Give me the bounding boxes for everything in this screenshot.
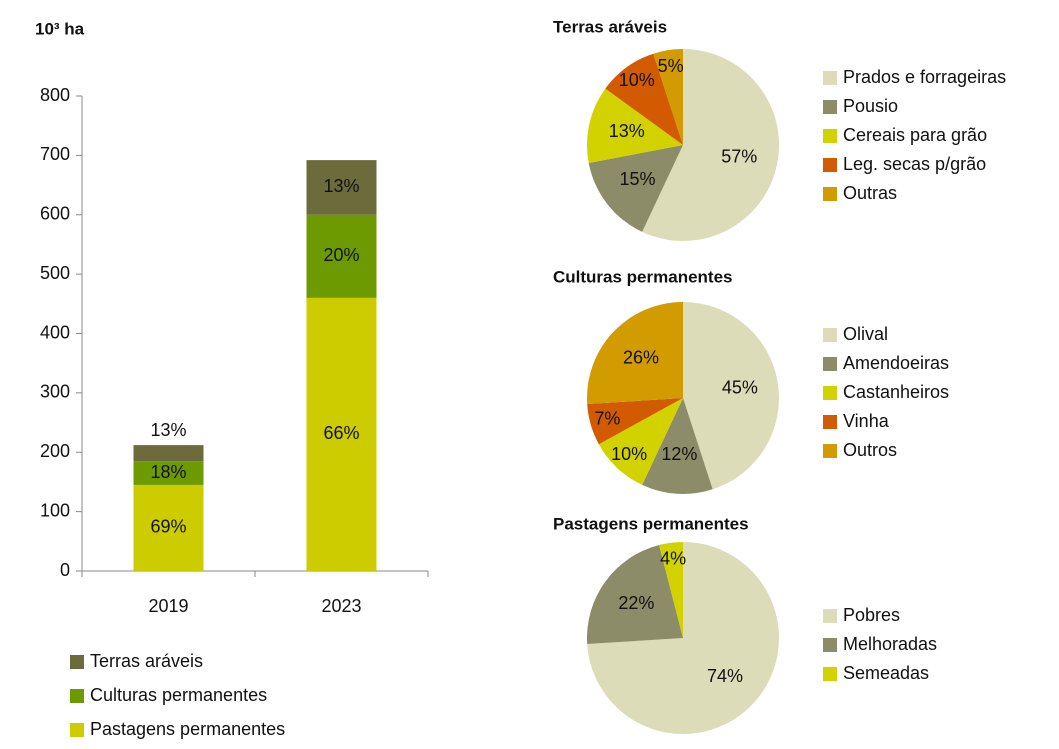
pie-slice xyxy=(605,53,683,145)
legend-swatch xyxy=(823,638,837,652)
bar-segment xyxy=(133,484,204,571)
pie-slice xyxy=(588,145,683,232)
data-label: 66% xyxy=(323,423,359,443)
y-tick-label: 0 xyxy=(60,560,70,580)
legend-swatch xyxy=(823,444,837,458)
bar-segment xyxy=(306,214,377,298)
data-label: 57% xyxy=(721,146,757,166)
pie-slice xyxy=(598,398,683,485)
pie-slice xyxy=(659,542,683,638)
data-label: 13% xyxy=(323,176,359,196)
pie-slice xyxy=(683,302,780,490)
data-label: 10% xyxy=(619,70,655,90)
legend-label: Melhoradas xyxy=(843,634,937,654)
legend-swatch xyxy=(823,415,837,429)
x-tick-label: 2023 xyxy=(321,596,361,616)
pie-slice xyxy=(642,398,713,494)
legend-label: Castanheiros xyxy=(843,382,949,402)
legend-label: Semeadas xyxy=(843,663,929,683)
legend-swatch xyxy=(823,71,837,85)
pie-slice xyxy=(653,49,683,145)
legend-label: Outras xyxy=(843,183,897,203)
data-label: 18% xyxy=(150,462,186,482)
data-label: 7% xyxy=(594,409,620,429)
data-label: 5% xyxy=(658,56,684,76)
y-axis-label: 10³ ha xyxy=(35,19,85,38)
bar-segment xyxy=(133,445,204,462)
legend-swatch xyxy=(823,357,837,371)
y-tick-label: 600 xyxy=(40,204,70,224)
data-label: 22% xyxy=(618,593,654,613)
bar-segment xyxy=(306,160,377,215)
legend-swatch xyxy=(70,655,84,669)
data-label: 69% xyxy=(150,517,186,537)
legend-label: Pobres xyxy=(843,605,900,625)
x-tick-label: 2019 xyxy=(148,596,188,616)
pie-slice xyxy=(587,542,779,735)
legend-swatch xyxy=(823,129,837,143)
data-label: 26% xyxy=(623,347,659,367)
pie-title: Pastagens permanentes xyxy=(553,514,749,533)
data-label: 20% xyxy=(323,245,359,265)
pie-slice xyxy=(587,545,683,645)
legend-label: Pousio xyxy=(843,96,898,116)
legend-swatch xyxy=(823,158,837,172)
data-label: 13% xyxy=(150,420,186,440)
data-label: 15% xyxy=(619,169,655,189)
legend-swatch xyxy=(823,100,837,114)
bar-segment xyxy=(133,461,204,485)
legend-swatch xyxy=(70,689,84,703)
y-tick-label: 100 xyxy=(40,500,70,520)
pie-title: Culturas permanentes xyxy=(553,267,733,286)
pie-slice xyxy=(642,49,779,242)
legend-label: Vinha xyxy=(843,411,890,431)
y-tick-label: 400 xyxy=(40,322,70,342)
data-label: 13% xyxy=(609,121,645,141)
legend-label: Pastagens permanentes xyxy=(90,719,285,739)
legend-swatch xyxy=(823,328,837,342)
data-label: 45% xyxy=(722,378,758,398)
pie-slice xyxy=(587,302,683,405)
bar-segment xyxy=(306,297,377,571)
legend-label: Terras aráveis xyxy=(90,651,203,671)
pie-slice xyxy=(587,88,683,163)
pie-title: Terras aráveis xyxy=(553,17,667,36)
y-tick-label: 200 xyxy=(40,441,70,461)
legend-swatch xyxy=(823,187,837,201)
legend-swatch xyxy=(823,386,837,400)
legend-label: Prados e forrageiras xyxy=(843,67,1006,87)
data-label: 4% xyxy=(660,549,686,569)
legend-label: Culturas permanentes xyxy=(90,685,267,705)
legend-label: Outros xyxy=(843,440,897,460)
legend-swatch xyxy=(70,723,84,737)
legend-label: Cereais para grão xyxy=(843,125,987,145)
y-tick-label: 500 xyxy=(40,263,70,283)
pie-slice xyxy=(587,398,683,445)
legend-swatch xyxy=(823,609,837,623)
legend-label: Olival xyxy=(843,324,888,344)
legend-label: Amendoeiras xyxy=(843,353,949,373)
legend-swatch xyxy=(823,667,837,681)
data-label: 12% xyxy=(661,444,697,464)
legend-label: Leg. secas p/grão xyxy=(843,154,986,174)
y-tick-label: 300 xyxy=(40,382,70,402)
y-tick-label: 800 xyxy=(40,85,70,105)
data-label: 10% xyxy=(611,444,647,464)
data-label: 74% xyxy=(707,666,743,686)
y-tick-label: 700 xyxy=(40,144,70,164)
